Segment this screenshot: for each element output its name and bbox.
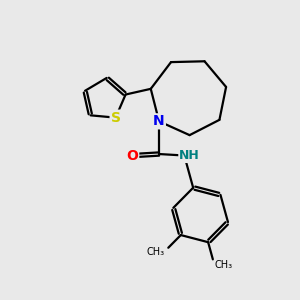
Text: N: N (153, 114, 165, 128)
Text: O: O (126, 148, 138, 163)
Text: S: S (111, 111, 121, 124)
Text: NH: NH (179, 149, 200, 162)
Text: CH₃: CH₃ (146, 247, 164, 256)
Text: CH₃: CH₃ (214, 260, 232, 269)
